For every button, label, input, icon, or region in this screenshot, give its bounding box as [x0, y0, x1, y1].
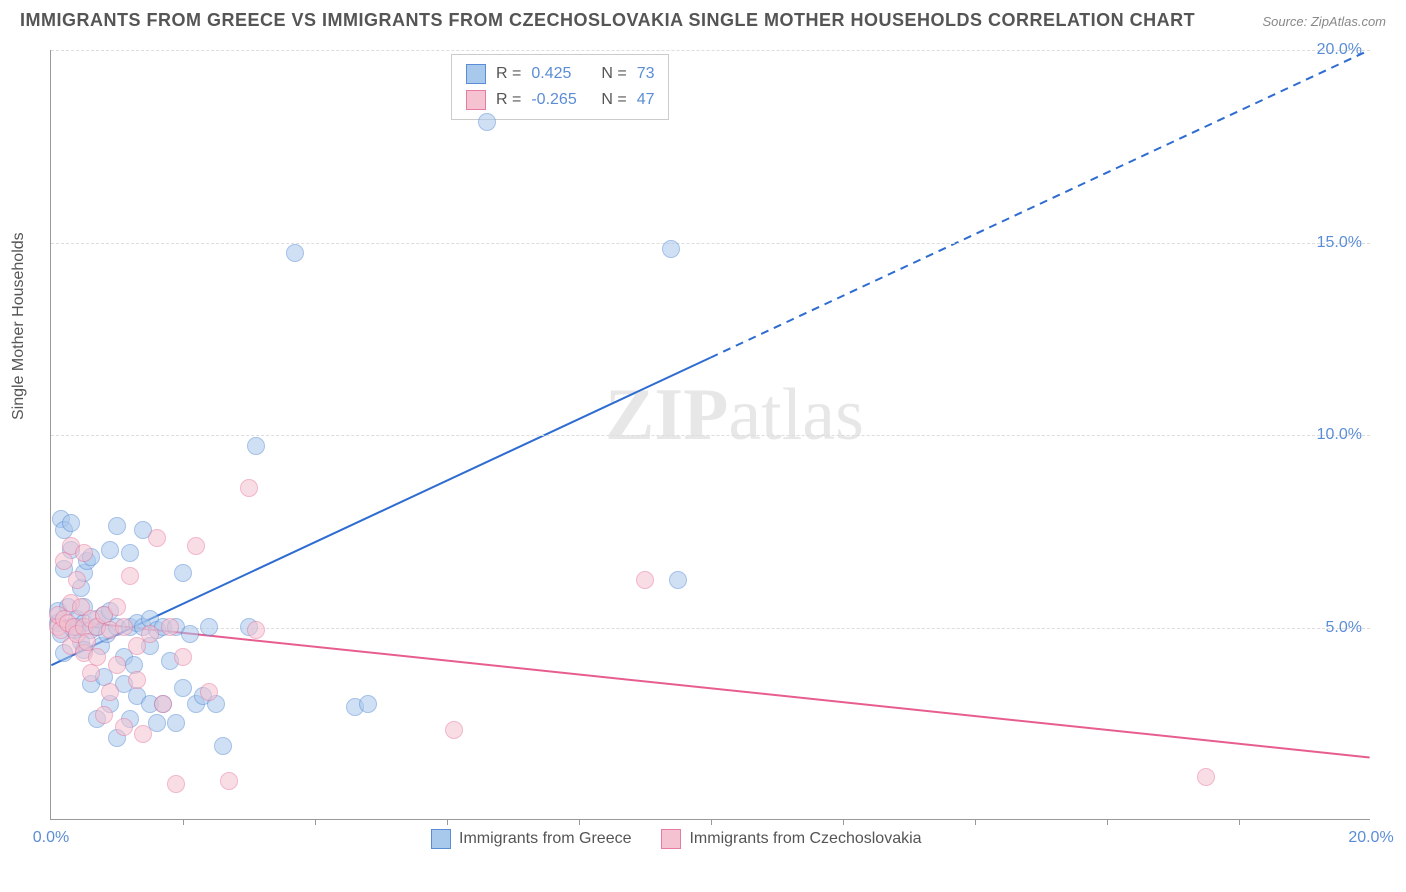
y-tick-label: 20.0%	[1317, 41, 1362, 59]
legend-r-label: R =	[496, 65, 521, 83]
x-tick-label: 0.0%	[33, 829, 69, 847]
data-point	[167, 775, 185, 793]
data-point	[174, 679, 192, 697]
trend-line	[51, 619, 1369, 757]
data-point	[108, 517, 126, 535]
scatter-plot: ZIPatlas R =0.425N =73R =-0.265N =47 Imm…	[50, 50, 1370, 820]
x-tick	[1107, 819, 1108, 825]
data-point	[445, 721, 463, 739]
legend-series-name: Immigrants from Greece	[459, 830, 631, 848]
y-axis-label: Single Mother Households	[10, 232, 28, 420]
legend-r-label: R =	[496, 91, 521, 109]
data-point	[141, 625, 159, 643]
x-tick	[843, 819, 844, 825]
x-tick	[711, 819, 712, 825]
y-tick-label: 15.0%	[1317, 234, 1362, 252]
data-point	[220, 772, 238, 790]
data-point	[200, 618, 218, 636]
legend-row: R = -0.265 N = 47	[466, 87, 654, 113]
gridline	[51, 50, 1370, 51]
data-point	[161, 618, 179, 636]
data-point	[101, 683, 119, 701]
data-point	[240, 479, 258, 497]
gridline	[51, 243, 1370, 244]
legend-swatch	[466, 90, 486, 110]
data-point	[121, 544, 139, 562]
data-point	[662, 240, 680, 258]
data-point	[62, 514, 80, 532]
data-point	[108, 598, 126, 616]
legend-n-value: 47	[637, 91, 655, 109]
data-point	[214, 737, 232, 755]
legend-r-value: -0.265	[531, 91, 591, 109]
data-point	[68, 571, 86, 589]
data-point	[108, 656, 126, 674]
series-legend: Immigrants from Greece Immigrants from Cz…	[431, 829, 922, 849]
data-point	[115, 618, 133, 636]
gridline	[51, 435, 1370, 436]
data-point	[148, 529, 166, 547]
legend-n-value: 73	[637, 65, 655, 83]
legend-n-label: N =	[601, 91, 626, 109]
legend-r-value: 0.425	[531, 65, 591, 83]
data-point	[187, 537, 205, 555]
legend-row: R = 0.425 N = 73	[466, 61, 654, 87]
data-point	[174, 564, 192, 582]
data-point	[1197, 768, 1215, 786]
y-tick-label: 5.0%	[1326, 619, 1362, 637]
data-point	[636, 571, 654, 589]
data-point	[134, 725, 152, 743]
data-point	[128, 671, 146, 689]
x-tick	[315, 819, 316, 825]
legend-swatch	[431, 829, 451, 849]
data-point	[174, 648, 192, 666]
legend-swatch	[466, 64, 486, 84]
data-point	[75, 544, 93, 562]
data-point	[115, 718, 133, 736]
watermark-text: ZIPatlas	[605, 373, 864, 458]
data-point	[669, 571, 687, 589]
data-point	[88, 648, 106, 666]
x-tick	[1239, 819, 1240, 825]
data-point	[478, 113, 496, 131]
data-point	[121, 567, 139, 585]
data-point	[101, 541, 119, 559]
x-tick	[579, 819, 580, 825]
data-point	[359, 695, 377, 713]
x-tick-label: 20.0%	[1348, 829, 1393, 847]
data-point	[247, 437, 265, 455]
legend-item: Immigrants from Greece	[431, 829, 631, 849]
y-tick-label: 10.0%	[1317, 426, 1362, 444]
data-point	[247, 621, 265, 639]
data-point	[95, 706, 113, 724]
chart-title: IMMIGRANTS FROM GREECE VS IMMIGRANTS FRO…	[20, 10, 1195, 31]
source-attribution: Source: ZipAtlas.com	[1262, 14, 1386, 29]
data-point	[82, 664, 100, 682]
legend-series-name: Immigrants from Czechoslovakia	[689, 830, 921, 848]
stats-legend: R = 0.425 N = 73 R = -0.265 N = 47	[451, 54, 669, 120]
data-point	[154, 695, 172, 713]
data-point	[181, 625, 199, 643]
data-point	[55, 552, 73, 570]
legend-swatch	[661, 829, 681, 849]
x-tick	[183, 819, 184, 825]
trend-line-extrapolated	[711, 50, 1370, 358]
x-tick	[975, 819, 976, 825]
data-point	[286, 244, 304, 262]
legend-n-label: N =	[601, 65, 626, 83]
legend-item: Immigrants from Czechoslovakia	[661, 829, 921, 849]
data-point	[200, 683, 218, 701]
x-tick	[447, 819, 448, 825]
data-point	[167, 714, 185, 732]
